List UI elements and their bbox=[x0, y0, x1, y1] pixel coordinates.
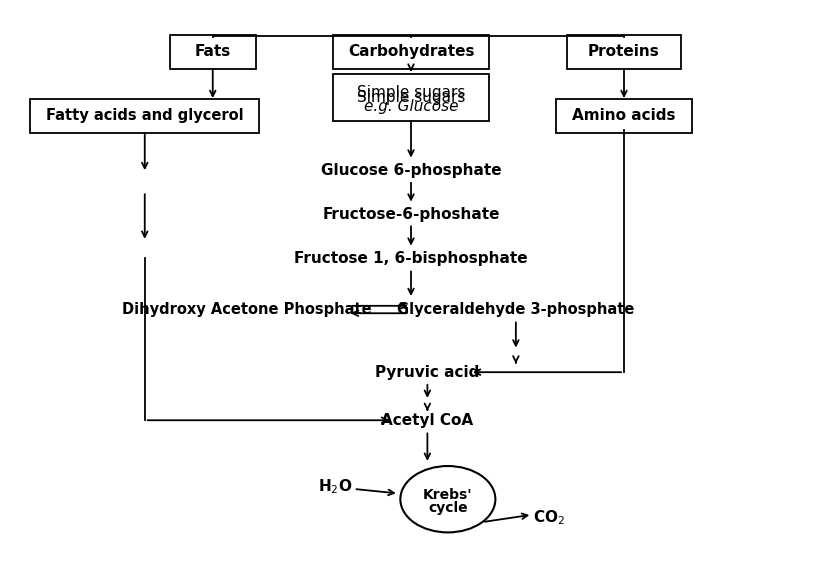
Text: Simple sugars: Simple sugars bbox=[357, 86, 465, 101]
Text: Krebs': Krebs' bbox=[423, 488, 473, 501]
Text: Fructose-6-phoshate: Fructose-6-phoshate bbox=[322, 207, 500, 222]
FancyBboxPatch shape bbox=[169, 34, 256, 69]
Text: Glucose 6-phosphate: Glucose 6-phosphate bbox=[321, 163, 501, 178]
Text: cycle: cycle bbox=[428, 501, 468, 515]
FancyBboxPatch shape bbox=[566, 34, 681, 69]
FancyBboxPatch shape bbox=[30, 99, 260, 133]
Text: CO$_2$: CO$_2$ bbox=[533, 508, 565, 527]
Text: Simple sugars: Simple sugars bbox=[357, 90, 465, 105]
Text: H$_2$O: H$_2$O bbox=[318, 477, 353, 496]
Text: Fatty acids and glycerol: Fatty acids and glycerol bbox=[46, 108, 243, 123]
Text: Glyceraldehyde 3-phosphate: Glyceraldehyde 3-phosphate bbox=[397, 302, 635, 317]
FancyBboxPatch shape bbox=[556, 99, 691, 133]
Text: Amino acids: Amino acids bbox=[572, 108, 676, 123]
Text: Fats: Fats bbox=[195, 44, 231, 59]
Text: e.g. Glucose: e.g. Glucose bbox=[364, 99, 458, 114]
Text: Fructose 1, 6-bisphosphate: Fructose 1, 6-bisphosphate bbox=[294, 251, 528, 266]
Text: Acetyl CoA: Acetyl CoA bbox=[381, 413, 473, 428]
Text: Dihydroxy Acetone Phosphate: Dihydroxy Acetone Phosphate bbox=[122, 302, 372, 317]
FancyBboxPatch shape bbox=[333, 74, 489, 121]
Text: Carbohydrates: Carbohydrates bbox=[348, 44, 474, 59]
FancyBboxPatch shape bbox=[333, 34, 489, 69]
Text: Proteins: Proteins bbox=[588, 44, 660, 59]
Text: Pyruvic acid: Pyruvic acid bbox=[375, 365, 479, 380]
